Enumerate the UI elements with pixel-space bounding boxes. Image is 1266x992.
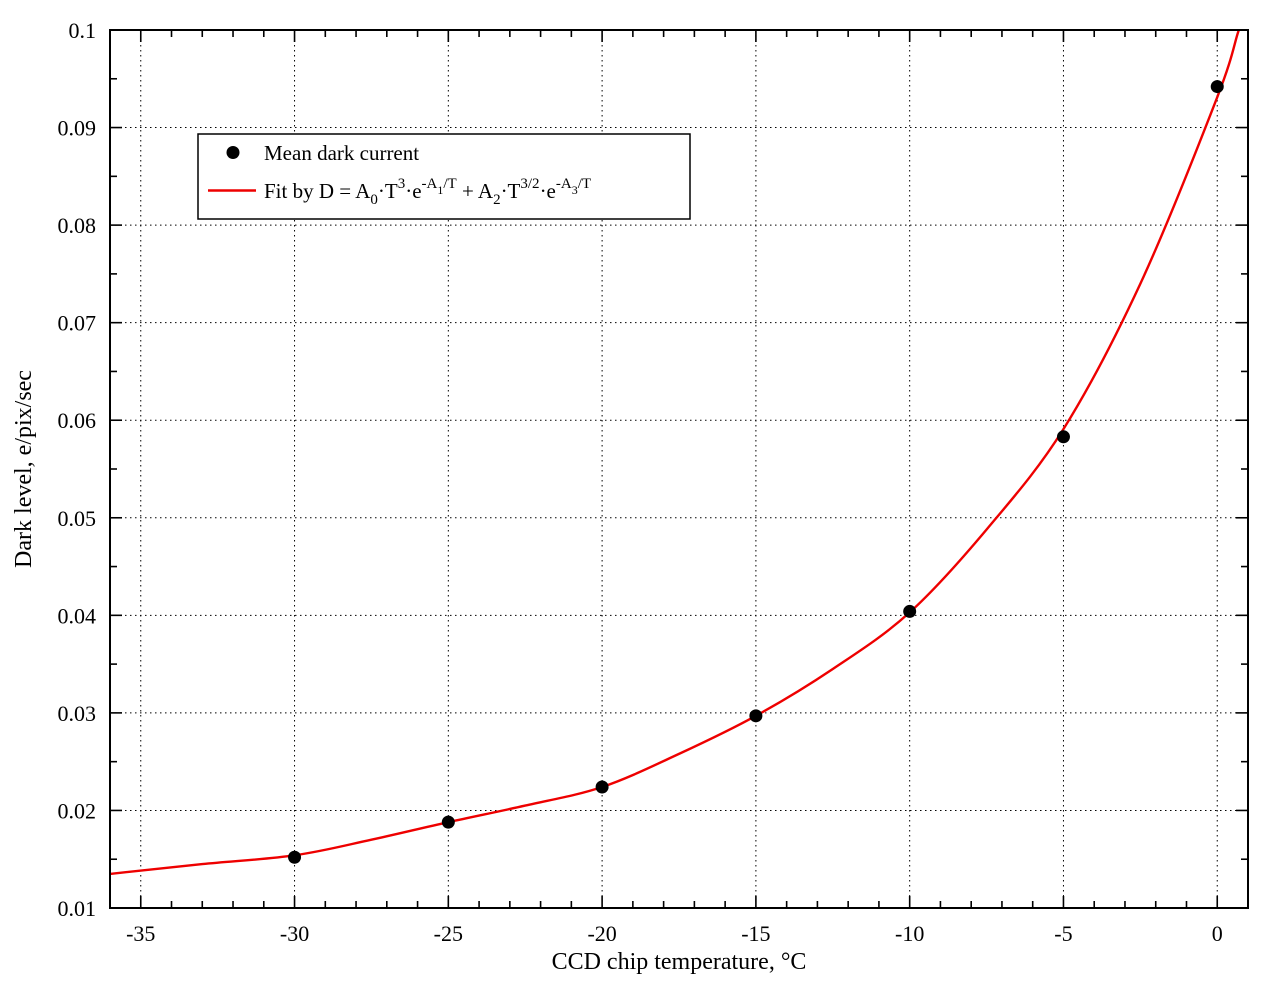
fit-line <box>110 30 1241 876</box>
y-tick-label: 0.02 <box>58 798 97 823</box>
data-point <box>1056 430 1070 444</box>
y-axis-label: Dark level, e/pix/sec <box>11 370 37 568</box>
formula-segment: -A <box>556 176 572 192</box>
formula-segment: /T <box>443 176 456 192</box>
formula-segment: + A <box>457 179 494 203</box>
legend-box <box>197 133 691 220</box>
ticks-layer <box>110 29 1248 909</box>
formula-segment: ·T <box>501 179 521 203</box>
formula-segment: 3 <box>398 176 406 192</box>
formula-segment: 3 <box>572 183 578 197</box>
y-tick-label: 0.08 <box>58 213 97 238</box>
y-tick-label: 0.04 <box>58 603 97 628</box>
x-tick-label: -20 <box>587 921 616 946</box>
data-point <box>441 815 455 829</box>
legend-marker-dot-icon <box>226 146 240 159</box>
x-axis-label: CCD chip temperature, °C <box>552 949 807 975</box>
tick-labels-layer: -35 -30 -25 -20 -15 -10 -5 0 0.01 0.02 0.03 0.04 0.0… <box>58 18 1223 946</box>
y-tick-label: 0.05 <box>58 506 97 531</box>
formula-segment: /T <box>578 176 591 192</box>
formula-segment: 0 <box>370 192 378 208</box>
formula-segment: 2 <box>493 192 501 208</box>
y-tick-label: 0.06 <box>58 408 97 433</box>
formula-segment: ·e <box>540 179 556 203</box>
formula-segment: Fit by D = A <box>264 179 371 203</box>
data-point <box>749 709 763 723</box>
formula-segment: -A <box>422 176 438 192</box>
data-point <box>288 850 302 864</box>
y-tick-label: 0.09 <box>58 116 97 141</box>
legend-label-mean-dark-current: Mean dark current <box>264 141 419 165</box>
formula-segment: ·e <box>405 179 421 203</box>
legend: Mean dark current Fit by D = A0·T3·e-A1/… <box>197 133 691 220</box>
y-tick-label: 0.1 <box>69 18 97 43</box>
x-tick-label: -5 <box>1054 921 1072 946</box>
x-tick-label: -10 <box>895 921 924 946</box>
x-tick-label: -25 <box>434 921 463 946</box>
legend-label-fit-formula: Fit by D = A0·T3·e-A1/T + A2·T3/2·e-A3/T <box>264 176 591 208</box>
formula-segment: ·T <box>378 179 398 203</box>
formula-segment: 1 <box>437 183 443 197</box>
formula-segment: 3/2 <box>520 176 539 192</box>
x-tick-label: -35 <box>126 921 155 946</box>
x-tick-label: -30 <box>280 921 309 946</box>
data-point <box>903 604 917 618</box>
x-tick-label: -15 <box>741 921 770 946</box>
y-tick-label: 0.07 <box>58 311 97 336</box>
y-tick-label: 0.03 <box>58 701 97 726</box>
y-tick-label: 0.01 <box>58 896 97 921</box>
plot-frame <box>109 29 1249 909</box>
data-point <box>595 780 609 794</box>
series-layer <box>110 30 1241 876</box>
data-point <box>1210 80 1224 94</box>
x-tick-label: 0 <box>1212 921 1223 946</box>
